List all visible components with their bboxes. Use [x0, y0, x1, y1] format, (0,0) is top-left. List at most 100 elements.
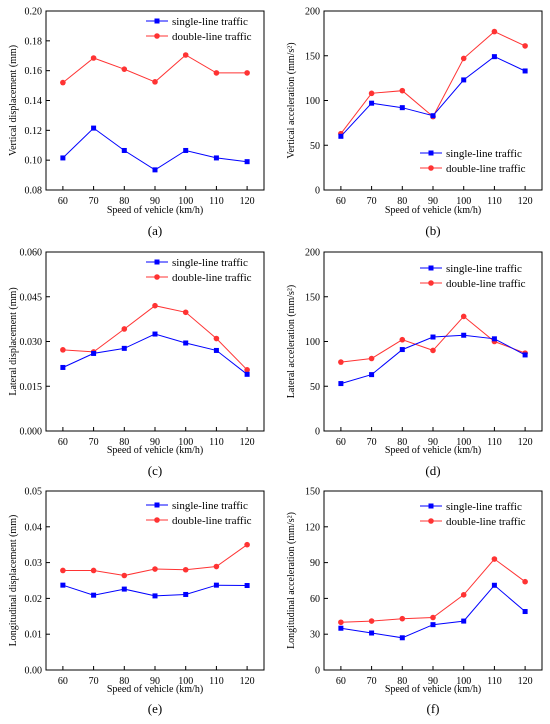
data-point-double: [182, 52, 189, 58]
legend-marker-circle: [428, 165, 434, 171]
x-tick-label: 120: [518, 437, 533, 448]
legend-label: double-line traffic: [172, 272, 252, 284]
data-point-double: [338, 619, 344, 626]
data-point-single: [183, 340, 189, 346]
data-point-double: [213, 70, 220, 76]
x-tick-label: 70: [89, 437, 99, 448]
chart-panel-1: 0.08 0.10 0.12 0.14 0.16 0.18 0.20 60 70 80 90 100 1…: [8, 7, 265, 238]
legend-label: double-line traffic: [172, 31, 252, 43]
data-point-single: [152, 593, 158, 599]
data-point-double: [460, 313, 467, 320]
data-point-double: [90, 567, 97, 574]
data-point-single: [244, 159, 250, 165]
y-tick-label: 150: [305, 487, 320, 498]
series-line-double: [340, 558, 526, 623]
y-tick-label: 0.00: [25, 666, 43, 677]
y-tick-label: 0.02: [25, 594, 43, 605]
legend-label: double-line traffic: [446, 278, 526, 290]
y-tick-label: 90: [310, 558, 320, 569]
y-tick-label: 0.18: [25, 36, 43, 47]
x-tick-label: 80: [397, 196, 407, 207]
series-line-single: [340, 584, 526, 639]
x-tick-label: 110: [487, 196, 502, 207]
legend: single-line traffic double-line traffic: [420, 263, 526, 290]
data-point-single: [244, 583, 250, 589]
legend: single-line traffic double-line traffic: [146, 500, 252, 527]
data-point-single: [121, 147, 127, 153]
data-point-single: [213, 155, 219, 161]
legend-label: single-line traffic: [446, 148, 522, 160]
legend: single-line traffic double-line traffic: [146, 257, 252, 284]
data-point-single: [338, 133, 344, 139]
y-tick-label: 30: [310, 630, 320, 641]
y-tick-label: 0.000: [20, 427, 43, 438]
data-point-double: [491, 556, 498, 562]
x-tick-label: 90: [150, 196, 160, 207]
x-tick-label: 70: [367, 196, 377, 207]
data-point-single: [152, 331, 158, 337]
y-tick-label: 150: [305, 51, 320, 62]
legend-label: double-line traffic: [172, 515, 252, 527]
x-tick-label: 120: [518, 676, 533, 687]
x-axis-title: Speed of vehicle (km/h): [385, 445, 481, 456]
panel-label: (d): [425, 463, 440, 478]
data-point-single: [522, 68, 528, 74]
y-tick-label: 0.015: [20, 382, 43, 393]
legend: single-line traffic double-line traffic: [420, 501, 526, 528]
x-axis-title: Speed of vehicle (km/h): [107, 205, 203, 216]
y-tick-label: 0.04: [25, 522, 43, 533]
x-tick-label: 120: [240, 196, 255, 207]
data-point-double: [460, 592, 467, 598]
data-point-double: [152, 302, 158, 309]
data-point-single: [244, 371, 250, 377]
data-point-single: [522, 352, 528, 358]
data-point-single: [91, 592, 97, 598]
panel-label: (b): [425, 223, 440, 238]
legend-marker-square: [428, 265, 434, 271]
chart-panel-6: 0 30 60 90 120 150 60 70 80 90 100 110 120 Speed of v…: [286, 487, 543, 716]
x-tick-label: 120: [518, 196, 533, 207]
legend-label: double-line traffic: [446, 516, 526, 528]
panel-label: (c): [148, 463, 162, 478]
y-tick-label: 0.01: [25, 630, 43, 641]
data-point-single: [461, 332, 467, 338]
y-axis-title: Lateral acceleration (mm/s²): [286, 285, 297, 399]
data-point-double: [368, 355, 375, 362]
x-tick-label: 80: [397, 676, 407, 687]
series-line-single: [340, 56, 526, 137]
x-tick-label: 60: [336, 437, 346, 448]
y-tick-label: 0.20: [25, 7, 43, 18]
data-point-double: [213, 335, 220, 342]
y-tick-label: 0.08: [25, 186, 43, 197]
x-axis-title: Speed of vehicle (km/h): [107, 445, 203, 456]
legend-label: single-line traffic: [172, 500, 248, 512]
chart-panel-2: 0 50 100 150 200 60 70 80 90 100 110 120 Speed of ve…: [286, 7, 543, 238]
data-point-double: [522, 43, 528, 49]
legend-marker-square: [428, 150, 434, 156]
y-tick-label: 50: [310, 382, 320, 393]
data-point-single: [522, 609, 528, 615]
legend-marker-circle: [154, 517, 160, 523]
data-point-single: [399, 105, 405, 111]
chart-panel-4: 0 50 100 150 200 60 70 80 90 100 110 120 Speed of ve…: [286, 248, 543, 478]
data-point-double: [491, 28, 498, 35]
x-tick-label: 90: [150, 437, 160, 448]
data-point-single: [491, 336, 497, 342]
x-tick-label: 90: [428, 196, 438, 207]
data-point-double: [368, 618, 375, 624]
y-tick-label: 100: [305, 96, 320, 107]
series-line-single: [62, 333, 248, 375]
data-point-single: [213, 347, 219, 353]
y-tick-label: 200: [305, 7, 320, 18]
legend-marker-square: [154, 18, 160, 24]
chart-panel-3: 0.000 0.015 0.030 0.045 0.060 60 70 80 90 100 110 1…: [8, 248, 265, 478]
legend-label: double-line traffic: [446, 163, 526, 175]
data-point-single: [91, 125, 97, 131]
legend-marker-square: [154, 502, 160, 508]
x-tick-label: 60: [58, 196, 68, 207]
y-tick-label: 0.12: [25, 126, 43, 137]
y-tick-label: 0: [315, 186, 320, 197]
data-point-double: [338, 359, 344, 365]
data-point-double: [460, 55, 467, 62]
